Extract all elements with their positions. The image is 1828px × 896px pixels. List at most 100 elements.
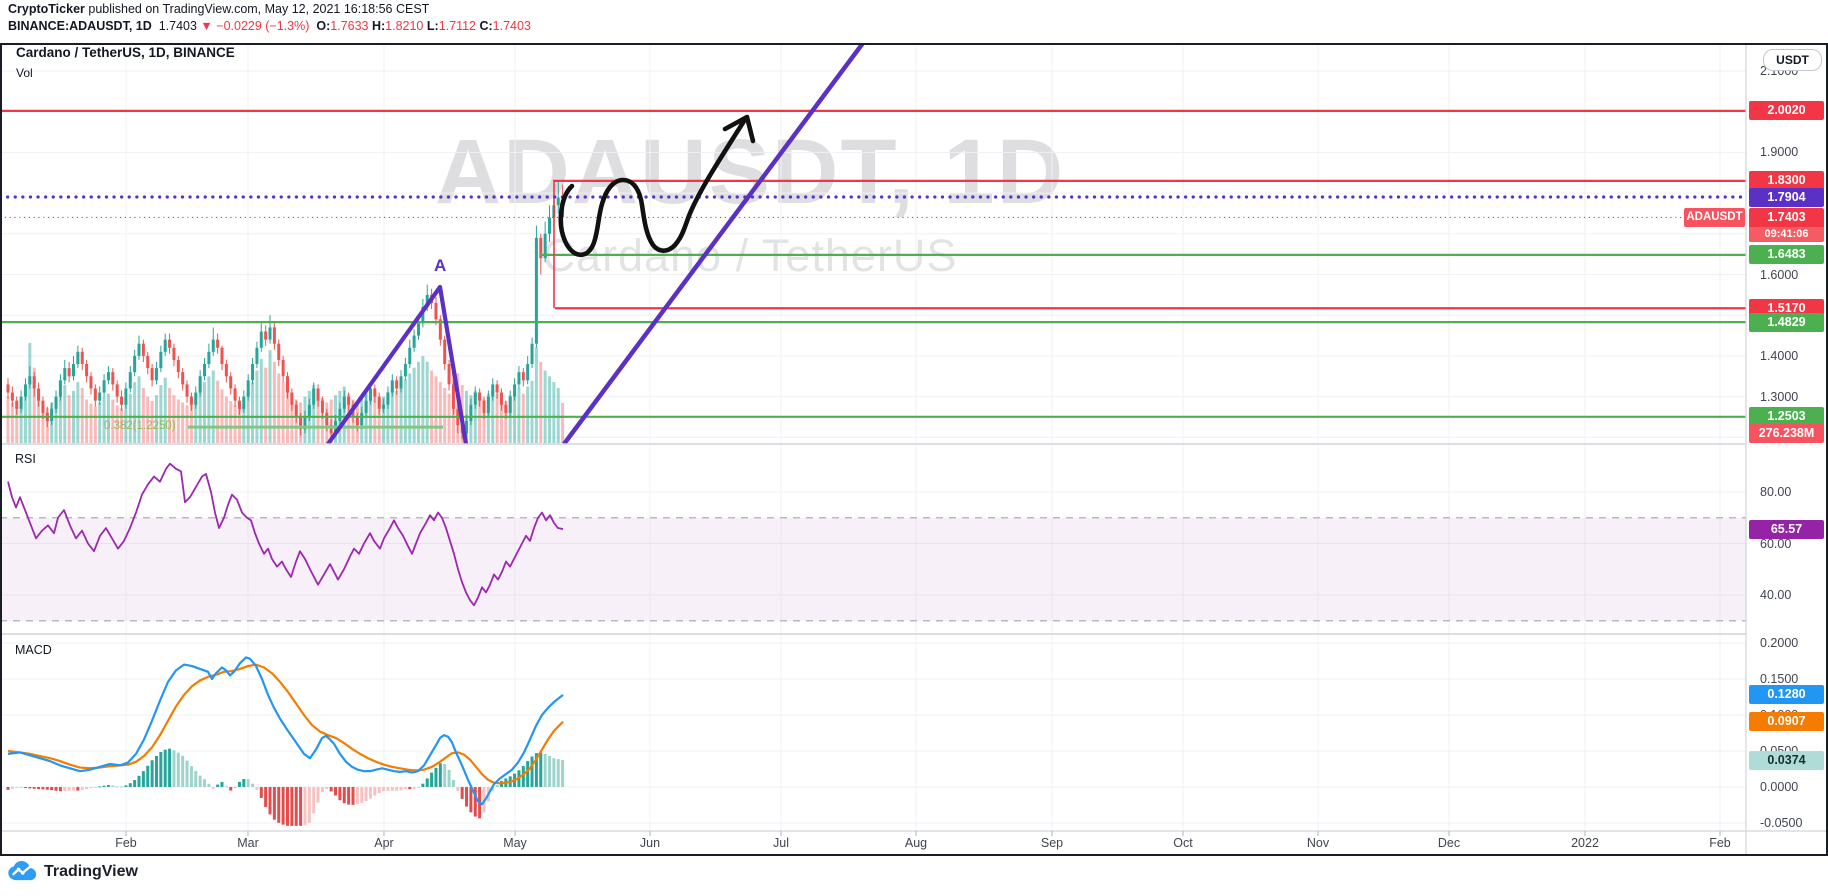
candle-body [115, 384, 119, 397]
candle-body [85, 364, 89, 377]
macd-histogram-bar [360, 787, 364, 803]
macd-histogram-bar [154, 755, 158, 787]
volume-bar [495, 393, 499, 443]
macd-histogram-bar [307, 787, 311, 824]
rsi-band [0, 517, 1746, 621]
candle-body [421, 307, 425, 324]
candle-body [447, 364, 451, 385]
macd-histogram-bar [41, 787, 45, 790]
macd-histogram-bar [552, 758, 556, 787]
price-scale-label: 1.4829 [1749, 312, 1824, 332]
macd-histogram-bar [416, 787, 420, 788]
chart-legend-title[interactable]: Cardano / TetherUS, 1D, BINANCE [16, 45, 235, 60]
macd-histogram-bar [548, 756, 552, 787]
volume-bar [211, 370, 215, 443]
candle-body [329, 425, 333, 434]
scale-tick-label: 60.00 [1760, 536, 1792, 551]
price-scale-label: 1.7904 [1749, 187, 1824, 207]
candle-body [451, 384, 455, 409]
volume-bar [277, 373, 281, 443]
volume-bar [154, 395, 158, 443]
volume-bar [172, 395, 176, 443]
volume-bar [198, 386, 202, 443]
candle-body [386, 392, 390, 405]
price-scale-label: 1.6483 [1749, 245, 1824, 265]
macd-histogram-bar [211, 787, 215, 789]
candle-body [399, 376, 403, 389]
macd-histogram-bar [168, 748, 172, 787]
volume-bar [146, 396, 150, 443]
candle-body [93, 388, 97, 401]
candle-body [185, 384, 189, 397]
volume-bar [19, 399, 23, 443]
price-scale-label: 276.238M [1749, 423, 1824, 443]
volume-bar [421, 356, 425, 443]
currency-toggle[interactable]: USDT [1763, 49, 1822, 71]
macd-histogram-bar [229, 787, 233, 791]
macd-histogram-bar [447, 769, 451, 787]
trend-zigzag[interactable] [326, 284, 469, 444]
candle-body [203, 364, 207, 377]
volume-bar [10, 402, 14, 443]
volume-bar [63, 385, 67, 443]
macd-histogram-bar [368, 787, 372, 799]
tradingview-branding[interactable]: TradingView [7, 861, 138, 882]
volume-bar [189, 399, 193, 443]
volume-bar [207, 376, 211, 443]
volume-bar [517, 387, 521, 443]
watermark-symbol: ADAUSDT, 1D [434, 121, 1066, 223]
volume-indicator-label[interactable]: Vol [16, 66, 33, 80]
volume-bar [98, 402, 102, 443]
scale-tick-label: 1.9000 [1760, 145, 1799, 160]
volume-bar [111, 399, 115, 443]
macd-histogram-bar [425, 778, 429, 787]
macd-histogram-bar [93, 787, 97, 788]
trend-line[interactable] [562, 43, 865, 444]
candle-body [521, 372, 525, 381]
candle-body [548, 217, 552, 234]
time-axis-label: Jun [639, 836, 661, 850]
macd-histogram-bar [294, 787, 298, 826]
candle-body [137, 343, 141, 356]
macd-histogram-bar [50, 787, 54, 791]
volume-bar [120, 408, 124, 443]
macd-histogram-bar [124, 785, 128, 787]
macd-histogram-bar [430, 772, 434, 787]
rsi-indicator-label[interactable]: RSI [15, 452, 36, 466]
macd-histogram-bar [277, 787, 281, 823]
candle-body [517, 372, 521, 385]
volume-bar [255, 370, 259, 443]
time-axis-label: 2022 [1571, 836, 1599, 850]
candle-body [342, 396, 346, 409]
volume-bar [93, 406, 97, 443]
macd-histogram-bar [89, 787, 93, 789]
candle-body [316, 388, 320, 401]
macd-histogram-bar [259, 787, 263, 798]
candle-body [390, 380, 394, 393]
candle-body [508, 396, 512, 413]
volume-bar [281, 382, 285, 443]
macd-histogram-bar [386, 787, 390, 791]
time-axis-label: Feb [1709, 836, 1731, 850]
time-axis-label: Mar [237, 836, 259, 850]
candle-body [6, 384, 10, 393]
macd-indicator-label[interactable]: MACD [15, 643, 52, 657]
volume-bar [242, 398, 246, 443]
macd-plot [7, 656, 564, 806]
volume-bar [382, 396, 386, 443]
time-axis-label: May [503, 836, 527, 850]
macd-histogram-bar [185, 760, 189, 787]
scale-tick-label: 1.3000 [1760, 389, 1799, 404]
macd-histogram-bar [45, 787, 49, 790]
macd-histogram-bar [6, 787, 10, 790]
volume-bar [548, 376, 552, 443]
macd-histogram-bar [320, 787, 324, 793]
macd-histogram-bar [451, 779, 455, 787]
wave-a-annotation[interactable]: A [434, 256, 447, 275]
time-axis-label: Sep [1040, 836, 1064, 850]
time-axis-label: Nov [1306, 836, 1330, 850]
candle-body [530, 343, 534, 365]
hand-drawn-squiggle[interactable] [558, 118, 747, 257]
macd-histogram-bar [32, 787, 36, 789]
